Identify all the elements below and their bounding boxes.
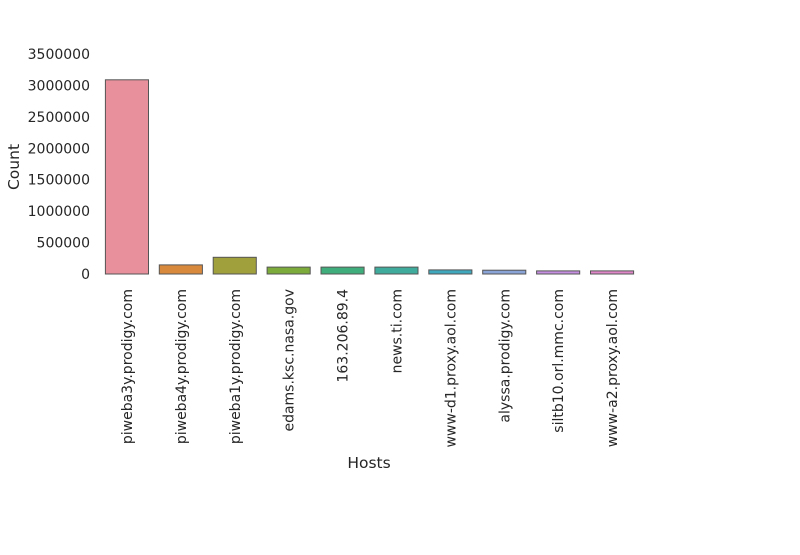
x-tick-label-7: alyssa.prodigy.com: [497, 289, 513, 423]
y-tick-label-4: 2000000: [28, 141, 90, 157]
bar-0: [104, 79, 149, 275]
x-tick-label-0: piweba3y.prodigy.com: [120, 289, 136, 444]
x-tick-label-3: edams.ksc.nasa.gov: [282, 289, 298, 432]
y-tick-label-7: 3500000: [28, 47, 90, 63]
bar-6: [428, 269, 473, 275]
x-axis-ticks: piweba3y.prodigy.com piweba4y.prodigy.com…: [120, 289, 621, 448]
x-tick-label-9: www-a2.proxy.aol.com: [605, 289, 621, 447]
bar-8: [536, 270, 581, 275]
x-axis-title: Hosts: [347, 454, 390, 472]
bar-9: [590, 270, 635, 275]
bar-1: [158, 264, 203, 275]
bars: [104, 79, 635, 275]
y-tick-label-1: 500000: [37, 236, 90, 252]
x-tick-label-8: siltb10.orl.mmc.com: [551, 289, 567, 433]
bar-3: [266, 266, 311, 275]
x-tick-label-5: news.ti.com: [389, 289, 405, 373]
y-tick-label-3: 1500000: [28, 173, 90, 189]
y-tick-label-5: 2500000: [28, 110, 90, 126]
x-tick-label-2: piweba1y.prodigy.com: [228, 289, 244, 444]
y-axis-ticks: 0 500000 1000000 1500000 2000000 2500000 30000…: [28, 47, 90, 283]
y-tick-label-2: 1000000: [28, 204, 90, 220]
bar-2: [212, 256, 257, 275]
x-tick-label-6: www-d1.proxy.aol.com: [443, 289, 459, 448]
y-tick-label-0: 0: [81, 267, 90, 283]
bar-4: [320, 266, 365, 275]
x-tick-label-1: piweba4y.prodigy.com: [174, 289, 190, 444]
x-tick-label-4: 163.206.89.4: [336, 289, 352, 383]
bar-7: [482, 269, 527, 275]
bar-5: [374, 266, 419, 275]
y-tick-label-6: 3000000: [28, 78, 90, 94]
y-axis-title: Count: [5, 144, 23, 190]
